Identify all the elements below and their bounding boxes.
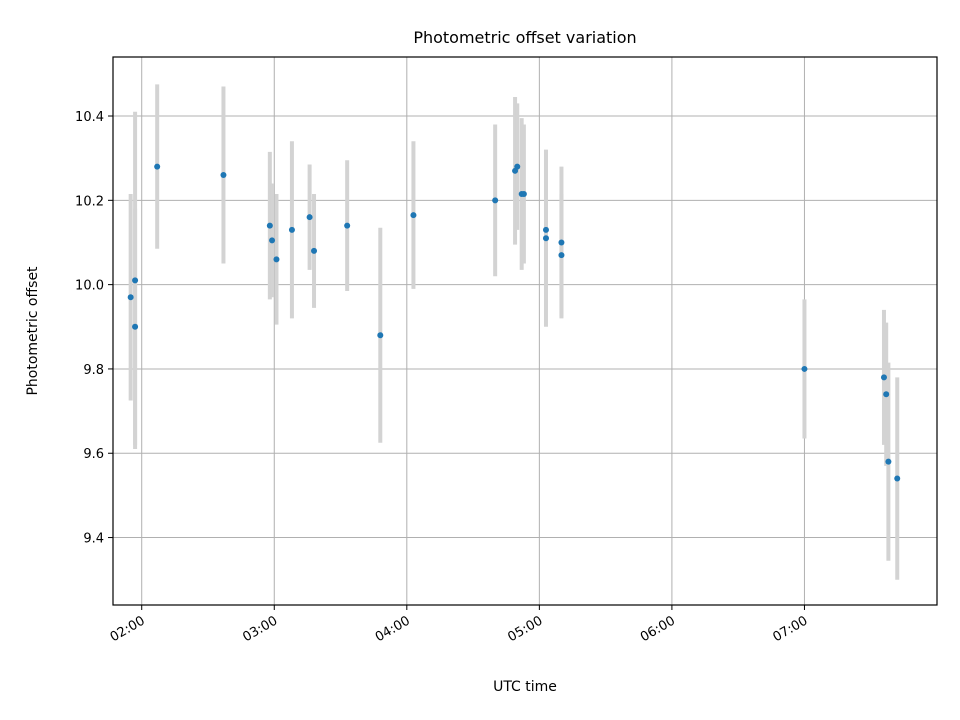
data-point: [344, 222, 351, 229]
data-point: [894, 475, 901, 482]
x-tick-label: 05:00: [505, 613, 545, 645]
x-tick-label: 06:00: [638, 613, 678, 645]
y-axis-label: Photometric offset: [25, 266, 41, 396]
data-point: [127, 294, 134, 301]
data-point: [288, 226, 295, 233]
data-point: [311, 247, 318, 254]
y-tick-label: 9.4: [83, 532, 104, 547]
data-point: [542, 226, 549, 233]
data-point: [220, 172, 227, 179]
data-point: [132, 323, 139, 330]
data-point: [801, 365, 808, 372]
data-point: [880, 374, 887, 381]
data-point: [514, 163, 521, 170]
data-point: [154, 163, 161, 170]
x-tick-label: 03:00: [240, 613, 280, 645]
data-point: [520, 191, 527, 197]
data-point: [558, 239, 565, 246]
data-point: [273, 256, 280, 263]
data-point: [492, 197, 499, 204]
error-bars: [128, 84, 900, 580]
x-tick-label: 02:00: [108, 613, 148, 645]
data-point: [269, 237, 276, 244]
y-tick-label: 9.8: [83, 363, 104, 378]
y-tick-label: 10.2: [75, 194, 104, 209]
data-point: [132, 277, 139, 284]
y-axis-ticks: 9.4 9.6 9.8 10.0 10.2 10.4: [75, 110, 113, 547]
data-point: [266, 222, 273, 229]
x-axis-label: UTC time: [493, 679, 557, 695]
data-points: [127, 163, 901, 482]
x-axis-ticks: 02:00 03:00 04:00 05:00 06:00 07:00: [108, 605, 811, 645]
data-point: [306, 214, 313, 221]
y-tick-label: 9.6: [83, 447, 104, 462]
data-point: [410, 212, 417, 219]
data-point: [558, 252, 565, 259]
data-point: [542, 235, 549, 242]
data-point: [377, 332, 384, 339]
data-point: [883, 391, 890, 398]
y-tick-label: 10.4: [75, 110, 104, 125]
plot-frame: [112, 56, 938, 606]
y-tick-label: 10.0: [75, 279, 104, 294]
x-tick-label: 04:00: [373, 613, 413, 645]
x-tick-label: 07:00: [771, 613, 811, 645]
data-point: [885, 458, 892, 465]
chart-title: Photometric offset variation: [413, 28, 636, 47]
